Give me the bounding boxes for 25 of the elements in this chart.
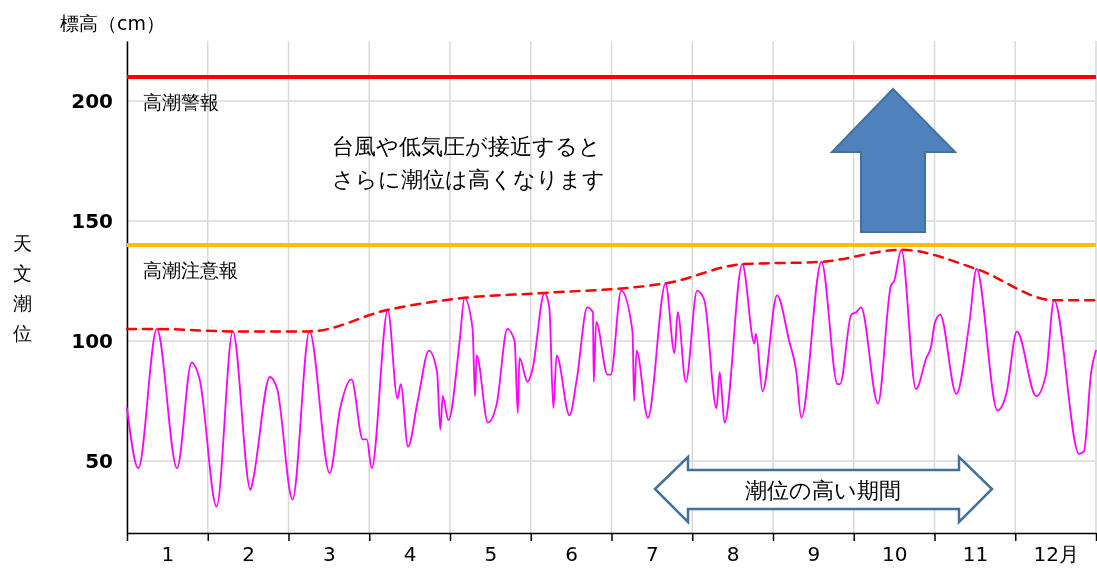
- x-tick-label: 10: [881, 542, 908, 567]
- x-tick-label: 2: [242, 542, 255, 567]
- ref-line-label: 高潮警報: [143, 91, 219, 113]
- x-tick-label: 3: [323, 542, 336, 567]
- x-tick-label: 8: [726, 542, 740, 567]
- y-tick-label: 150: [71, 208, 113, 233]
- x-tick-label: 1: [161, 542, 175, 567]
- x-tick-label: 11: [962, 542, 989, 567]
- x-tick-label: 12月: [1033, 542, 1079, 567]
- y-tick-label: 200: [71, 88, 113, 113]
- ref-line-label: 高潮注意報: [143, 259, 238, 281]
- y-axis-title: 天文潮位: [12, 232, 32, 344]
- annotation: 潮位の高い期間: [745, 478, 901, 503]
- x-tick-label: 5: [484, 542, 498, 567]
- y-tick-label: 100: [71, 328, 113, 353]
- y-tick-label: 50: [85, 448, 113, 473]
- x-tick-label: 6: [565, 542, 578, 567]
- x-tick-label: 4: [403, 542, 417, 567]
- line-series: [125, 248, 1097, 333]
- text: 標高（cm）: [60, 12, 165, 34]
- annotation: 台風や低気圧が接近すると: [332, 134, 601, 159]
- annotation: さらに潮位は高くなります: [332, 167, 605, 192]
- x-tick-label: 7: [646, 542, 659, 567]
- x-tick-label: 9: [807, 542, 821, 567]
- line-series: [126, 248, 1097, 508]
